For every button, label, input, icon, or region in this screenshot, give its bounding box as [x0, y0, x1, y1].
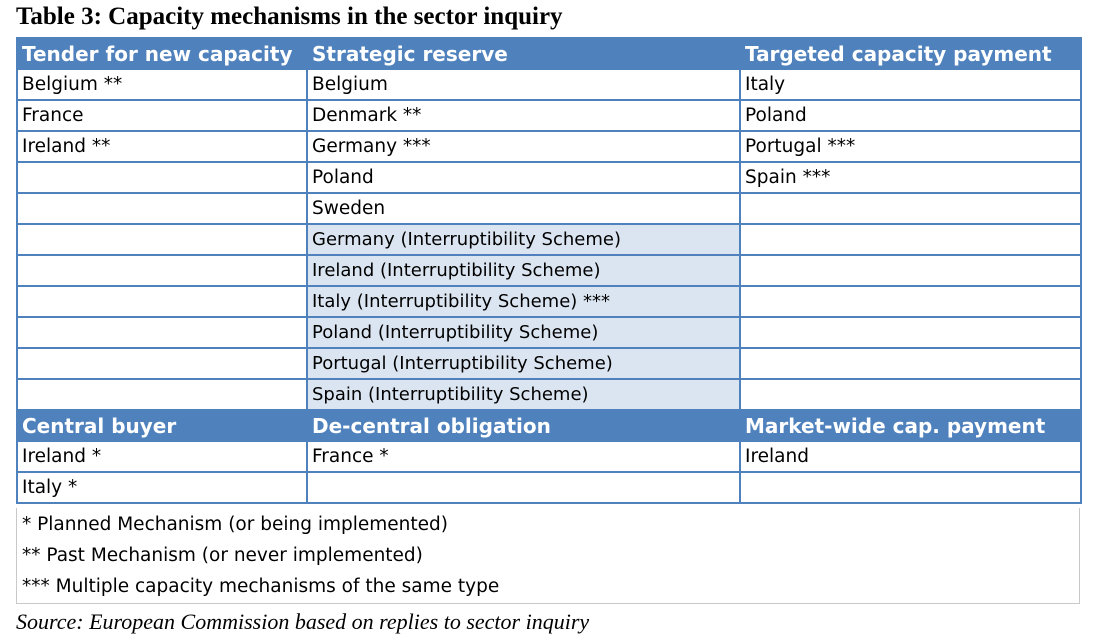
table-cell [16, 161, 308, 194]
table-cell [16, 316, 308, 349]
table-cell: Germany *** [306, 130, 741, 163]
table-cell [739, 316, 1082, 349]
table-cell [16, 254, 308, 287]
table-cell [739, 192, 1082, 225]
table-cell [739, 223, 1082, 256]
table-row: Poland (Interruptibility Scheme) [16, 316, 1082, 349]
table-cell [16, 223, 308, 256]
table-cell [16, 285, 308, 318]
table-row: Portugal (Interruptibility Scheme) [16, 347, 1082, 380]
header-de-central-obligation: De-central obligation [306, 409, 741, 442]
table-cell: Belgium ** [16, 68, 308, 101]
table-row: Ireland ** Germany *** Portugal *** [16, 130, 1082, 163]
table-cell: Ireland * [16, 440, 308, 473]
table-cell [739, 285, 1082, 318]
table-cell: France * [306, 440, 741, 473]
table-row: Spain (Interruptibility Scheme) [16, 378, 1082, 411]
table-cell [306, 471, 741, 504]
footnote-multiple: *** Multiple capacity mechanisms of the … [22, 576, 500, 597]
table-cell: Spain *** [739, 161, 1082, 194]
table-row: Poland Spain *** [16, 161, 1082, 194]
table-cell [739, 347, 1082, 380]
capacity-mechanisms-table: Tender for new capacity Strategic reserv… [16, 37, 1082, 504]
footnote-planned: * Planned Mechanism (or being implemente… [22, 514, 448, 535]
table-row: Sweden [16, 192, 1082, 225]
table-row: Ireland (Interruptibility Scheme) [16, 254, 1082, 287]
table-cell-interruptibility: Spain (Interruptibility Scheme) [306, 378, 741, 411]
table-cell: Belgium [306, 68, 741, 101]
table-cell [16, 192, 308, 225]
source-caption: Source: European Commission based on rep… [16, 609, 590, 634]
table-cell-interruptibility: Ireland (Interruptibility Scheme) [306, 254, 741, 287]
table-cell [16, 347, 308, 380]
table-row: Italy * [16, 471, 1082, 504]
table-cell: Sweden [306, 192, 741, 225]
table-cell [739, 471, 1082, 504]
header-market-wide-cap-payment: Market-wide cap. payment [739, 409, 1082, 442]
table-cell: France [16, 99, 308, 132]
table-row: France Denmark ** Poland [16, 99, 1082, 132]
header-targeted-capacity-payment: Targeted capacity payment [739, 37, 1082, 70]
table-row: Italy (Interruptibility Scheme) *** [16, 285, 1082, 318]
table-cell-interruptibility: Italy (Interruptibility Scheme) *** [306, 285, 741, 318]
header-central-buyer: Central buyer [16, 409, 308, 442]
header-tender-for-new-capacity: Tender for new capacity [16, 37, 308, 70]
table-cell [16, 378, 308, 411]
table-row: Belgium ** Belgium Italy [16, 68, 1082, 101]
table-cell: Portugal *** [739, 130, 1082, 163]
table-cell: Denmark ** [306, 99, 741, 132]
table-cell: Poland [306, 161, 741, 194]
table-cell [739, 378, 1082, 411]
header-row-section-1: Tender for new capacity Strategic reserv… [16, 37, 1082, 70]
table-cell-interruptibility: Germany (Interruptibility Scheme) [306, 223, 741, 256]
table-cell-interruptibility: Portugal (Interruptibility Scheme) [306, 347, 741, 380]
header-row-section-2: Central buyer De-central obligation Mark… [16, 409, 1082, 442]
table-title: Table 3: Capacity mechanisms in the sect… [16, 3, 563, 30]
table-cell: Ireland ** [16, 130, 308, 163]
table-cell [739, 254, 1082, 287]
table-cell: Italy [739, 68, 1082, 101]
table-cell: Poland [739, 99, 1082, 132]
footnote-past: ** Past Mechanism (or never implemented) [22, 545, 423, 566]
table-row: Germany (Interruptibility Scheme) [16, 223, 1082, 256]
table-row: Ireland * France * Ireland [16, 440, 1082, 473]
table-cell: Italy * [16, 471, 308, 504]
footnotes: * Planned Mechanism (or being implemente… [16, 508, 1080, 604]
table-cell-interruptibility: Poland (Interruptibility Scheme) [306, 316, 741, 349]
table-cell: Ireland [739, 440, 1082, 473]
header-strategic-reserve: Strategic reserve [306, 37, 741, 70]
